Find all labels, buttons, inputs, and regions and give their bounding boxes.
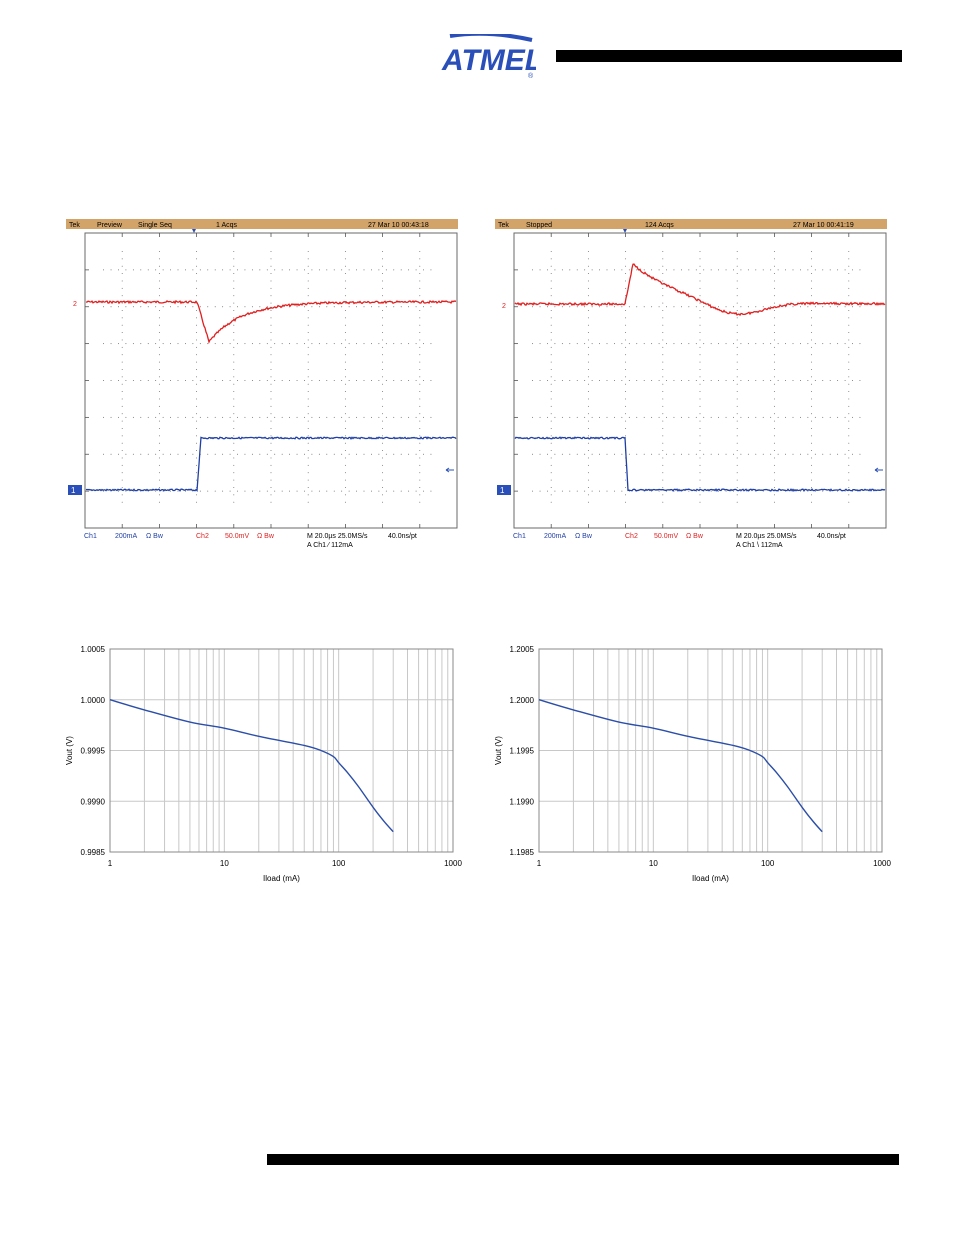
plot-frame: [109, 648, 454, 853]
x-tick-label: 100: [332, 859, 346, 868]
x-axis-label: Iload (mA): [692, 874, 729, 883]
ch2-marker: 2: [73, 301, 77, 308]
ch2-trace: [85, 299, 456, 344]
y-tick-label: 1.0005: [81, 645, 106, 654]
y-axis-label: Vout (V): [65, 736, 74, 765]
ch2-marker: 2: [502, 303, 506, 310]
vout-vs-iload-chart-1: 0.9985 0.9990 0.9995 1.0000 1.0005 1 10 100 1000…: [65, 645, 462, 883]
ch2-label: Ch2: [625, 533, 638, 540]
ch2-units: Ω Bw: [257, 533, 275, 540]
vout-series-line: [538, 699, 823, 833]
ch1-trace: [514, 436, 886, 492]
ch1-label: Ch1: [84, 533, 97, 540]
x-axis-label: Iload (mA): [263, 874, 300, 883]
timebase: M 20.0µs 25.0MS/s: [307, 533, 368, 540]
scope-header-bar: [495, 219, 887, 229]
y-tick-label: 0.9985: [81, 848, 106, 857]
plot-frame: [538, 648, 883, 853]
vout-series-line: [109, 699, 394, 833]
y-tick-label: 1.1995: [510, 747, 535, 756]
ch1-trace: [85, 436, 457, 492]
timebase: M 20.0µs 25.0MS/s: [736, 533, 797, 540]
ch2-units: Ω Bw: [686, 533, 704, 540]
ch1-marker: 1: [71, 486, 76, 495]
scope-timestamp: 27 Mar 10 00:41:19: [793, 222, 854, 229]
y-tick-label: 1.2000: [510, 696, 535, 705]
grid-lines: [109, 648, 454, 853]
ch1-marker-box: [68, 485, 82, 495]
y-tick-label: 0.9995: [81, 747, 106, 756]
y-tick-label: 0.9990: [81, 797, 106, 806]
scope-acqs: 124 Acqs: [645, 222, 674, 229]
x-tick-label: 1: [108, 859, 113, 868]
y-tick-label: 1.2005: [510, 645, 535, 654]
ch2-scale: 50.0mV: [654, 533, 678, 540]
y-tick-label: 1.0000: [81, 696, 106, 705]
atmel-logo: ATMEL ®: [441, 34, 536, 80]
scope-graticule: [84, 232, 458, 529]
scope-mode: Stopped: [526, 222, 552, 229]
scope-acqs: 1 Acqs: [216, 222, 238, 229]
x-tick-label: 10: [649, 859, 658, 868]
scope-timestamp: 27 Mar 10 00:43:18: [368, 222, 429, 229]
ch2-trace: [514, 263, 886, 317]
scope-brand: Tek: [498, 222, 509, 229]
vout-vs-iload-chart-2: 1.1985 1.1990 1.1995 1.2000 1.2005 1 10 100 1000…: [494, 645, 891, 883]
header-rule: [556, 50, 902, 62]
record-length: 40.0ns/pt: [817, 533, 846, 540]
graticule-dots: [85, 233, 432, 528]
scope-graticule: [513, 232, 887, 529]
x-tick-label: 1: [537, 859, 542, 868]
x-tick-label: 100: [761, 859, 775, 868]
ch1-marker: 1: [500, 486, 505, 495]
scope-mode: Preview: [97, 222, 123, 229]
grid-lines: [538, 648, 883, 853]
footer-rule: [267, 1154, 899, 1165]
scope-header-bar: [66, 219, 458, 229]
registered-mark: ®: [528, 72, 534, 80]
y-tick-label: 1.1990: [510, 797, 535, 806]
ch1-label: Ch1: [513, 533, 526, 540]
arrow-left-icon: [874, 467, 883, 473]
x-tick-label: 1000: [873, 859, 891, 868]
ch1-marker-box: [497, 485, 511, 495]
x-tick-label: 1000: [444, 859, 462, 868]
trigger-position-marker: [192, 229, 196, 233]
logo-text: ATMEL: [441, 44, 536, 77]
ch1-scale: 200mA: [115, 533, 138, 540]
scope-acq-mode: Single Seq: [138, 222, 172, 229]
trigger-setting: A Ch1 \ 112mA: [736, 542, 783, 549]
ch2-scale: 50.0mV: [225, 533, 249, 540]
scope-brand: Tek: [69, 222, 80, 229]
record-length: 40.0ns/pt: [388, 533, 417, 540]
arrow-left-icon: [445, 467, 454, 473]
ch1-scale: 200mA: [544, 533, 567, 540]
scope-capture-2: Tek Stopped 124 Acqs 27 Mar 10 00:41:19 …: [495, 219, 887, 549]
ch1-units: Ω Bw: [146, 533, 164, 540]
y-tick-label: 1.1985: [510, 848, 535, 857]
trigger-position-marker: [623, 229, 627, 233]
scope-capture-1: Tek Preview Single Seq 1 Acqs 27 Mar 10 …: [66, 219, 458, 549]
y-axis-label: Vout (V): [494, 736, 503, 765]
ch2-label: Ch2: [196, 533, 209, 540]
ch1-units: Ω Bw: [575, 533, 593, 540]
trigger-setting: A Ch1 ⁄ 112mA: [307, 542, 353, 549]
x-tick-label: 10: [220, 859, 229, 868]
